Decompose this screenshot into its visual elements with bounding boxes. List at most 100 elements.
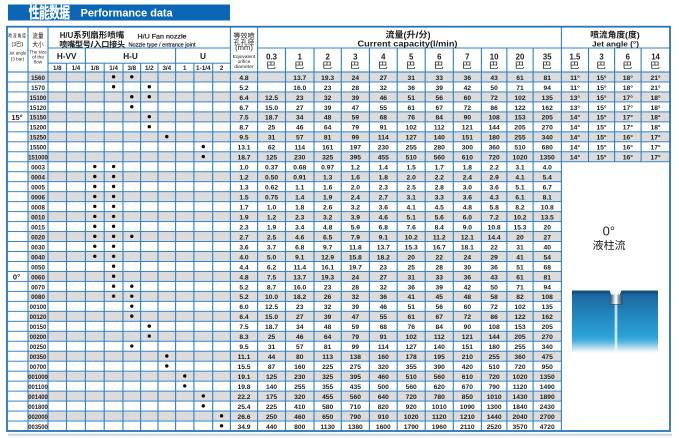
- svg-text:355: 355: [322, 384, 333, 391]
- svg-text:61: 61: [407, 105, 415, 112]
- svg-text:160: 160: [378, 354, 389, 361]
- svg-text:410: 410: [294, 404, 305, 411]
- svg-text:3.7: 3.7: [267, 244, 277, 251]
- svg-text:72: 72: [464, 105, 472, 112]
- svg-text:18.7: 18.7: [237, 155, 250, 162]
- svg-text:2.2: 2.2: [490, 165, 500, 172]
- svg-text:720: 720: [489, 155, 500, 162]
- svg-text:18.1: 18.1: [461, 244, 474, 251]
- svg-text:720: 720: [406, 394, 417, 401]
- svg-text:15°: 15°: [596, 94, 606, 102]
- svg-text:3.4: 3.4: [295, 224, 305, 231]
- svg-text:16°: 16°: [623, 154, 633, 162]
- svg-text:850: 850: [462, 394, 473, 401]
- svg-text:41: 41: [516, 254, 524, 261]
- svg-text:0010: 0010: [31, 214, 45, 221]
- svg-text:5.1: 5.1: [407, 214, 417, 221]
- svg-text:1300: 1300: [487, 404, 502, 411]
- svg-text:300: 300: [462, 145, 473, 152]
- svg-text:17°: 17°: [650, 154, 660, 162]
- svg-text:2.6: 2.6: [323, 204, 333, 211]
- svg-text:4.6: 4.6: [295, 234, 305, 241]
- svg-text:16.1: 16.1: [321, 264, 334, 271]
- svg-text:1350: 1350: [540, 155, 555, 162]
- svg-text:17°: 17°: [623, 114, 633, 122]
- svg-text:3: 3: [353, 52, 358, 61]
- svg-text:0°: 0°: [13, 273, 20, 282]
- svg-text:4.4: 4.4: [239, 264, 249, 271]
- svg-text:91: 91: [380, 125, 388, 132]
- svg-text:138: 138: [350, 354, 361, 361]
- svg-text:640: 640: [378, 394, 389, 401]
- svg-text:17°: 17°: [623, 104, 633, 112]
- svg-text:5.0: 5.0: [267, 254, 277, 261]
- svg-text:59: 59: [352, 324, 360, 331]
- svg-text:13°: 13°: [570, 94, 580, 102]
- svg-text:00250: 00250: [30, 344, 47, 351]
- svg-text:1020: 1020: [513, 374, 528, 381]
- svg-text:67: 67: [436, 105, 444, 112]
- svg-text:455: 455: [322, 394, 333, 401]
- svg-text:475: 475: [542, 354, 553, 361]
- svg-text:48: 48: [324, 324, 332, 331]
- svg-text:16.0: 16.0: [293, 85, 306, 92]
- svg-text:81: 81: [324, 344, 332, 351]
- svg-text:4720: 4720: [540, 424, 555, 431]
- svg-text:360: 360: [489, 145, 500, 152]
- svg-text:620: 620: [434, 384, 445, 391]
- svg-text:84: 84: [436, 324, 444, 331]
- svg-text:610: 610: [462, 155, 473, 162]
- svg-text:197: 197: [350, 145, 361, 152]
- svg-text:395: 395: [350, 155, 361, 162]
- svg-text:72: 72: [464, 314, 472, 321]
- svg-text:(mm): (mm): [235, 43, 253, 52]
- svg-text:The size: The size: [29, 50, 47, 55]
- svg-text:7.5: 7.5: [267, 274, 277, 281]
- svg-text:60: 60: [464, 95, 472, 102]
- svg-text:15°: 15°: [596, 104, 606, 112]
- svg-text:2.4: 2.4: [351, 195, 361, 202]
- svg-text:35: 35: [543, 52, 552, 61]
- svg-text:7.5: 7.5: [239, 115, 249, 122]
- svg-text:1490: 1490: [540, 384, 555, 391]
- svg-text:15500: 15500: [30, 145, 47, 152]
- svg-text:diameter: diameter: [234, 64, 254, 70]
- svg-text:2.0: 2.0: [351, 185, 361, 192]
- svg-text:780: 780: [434, 394, 445, 401]
- svg-text:1.8: 1.8: [379, 175, 389, 182]
- svg-text:84: 84: [436, 115, 444, 122]
- svg-text:1/8: 1/8: [53, 65, 62, 72]
- svg-text:27: 27: [380, 274, 388, 281]
- svg-text:14: 14: [651, 52, 660, 61]
- svg-text:64: 64: [324, 334, 332, 341]
- svg-text:Nozzle type / entrance joint: Nozzle type / entrance joint: [129, 42, 196, 48]
- svg-text:9.5: 9.5: [239, 135, 249, 142]
- svg-text:001800: 001800: [28, 404, 48, 411]
- svg-text:1.2: 1.2: [267, 214, 277, 221]
- svg-text:3.3: 3.3: [435, 195, 445, 202]
- svg-text:112: 112: [434, 125, 445, 132]
- svg-text:11.8: 11.8: [349, 244, 362, 251]
- svg-text:355: 355: [406, 364, 417, 371]
- svg-text:11°: 11°: [570, 84, 580, 92]
- svg-text:00200: 00200: [30, 334, 47, 341]
- svg-text:102: 102: [514, 95, 525, 102]
- svg-text:1840: 1840: [513, 404, 528, 411]
- svg-text:13.7: 13.7: [293, 274, 306, 281]
- svg-text:17°: 17°: [623, 94, 633, 102]
- svg-text:114: 114: [378, 135, 389, 142]
- svg-text:46: 46: [296, 334, 304, 341]
- svg-text:1020: 1020: [513, 155, 528, 162]
- svg-text:720: 720: [489, 374, 500, 381]
- svg-text:3.2: 3.2: [351, 204, 361, 211]
- svg-text:0.50: 0.50: [265, 175, 278, 182]
- svg-text:2.2: 2.2: [435, 175, 445, 182]
- svg-text:0.3: 0.3: [266, 52, 278, 61]
- svg-text:/: /: [91, 40, 95, 49]
- svg-text:90: 90: [464, 115, 472, 122]
- svg-text:55: 55: [380, 105, 388, 112]
- svg-text:140: 140: [434, 135, 445, 142]
- svg-text:31: 31: [407, 75, 415, 82]
- svg-text:002000: 002000: [28, 414, 48, 421]
- svg-text:00350: 00350: [30, 354, 47, 361]
